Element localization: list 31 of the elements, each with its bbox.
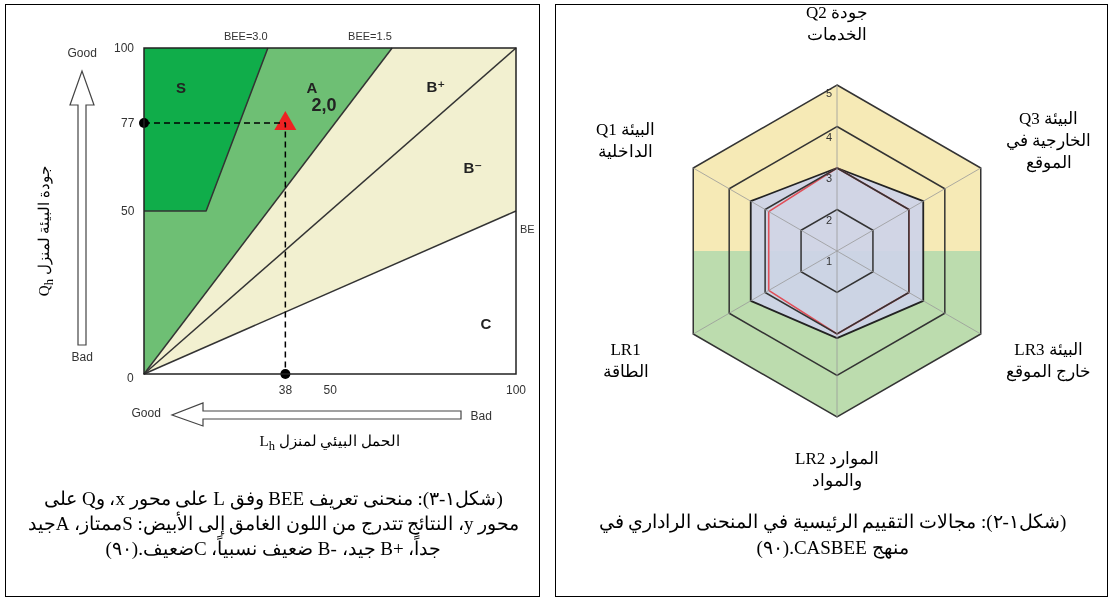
spoke-label: البيئة Q3 الخارجية في الموقع	[1005, 108, 1092, 175]
series-label: BE	[520, 223, 535, 235]
y-tick-label: 2	[826, 213, 833, 226]
annotation: S	[176, 78, 187, 96]
x-tick-label: 38	[278, 383, 293, 397]
text: (شكل١-٣): منحنى تعريف BEE وفق L على محور x، وQ على محور y، النتائج تتدرج من اللون الغامق إلى الأبيض: Sممتاز، Aجيد جداً، +B جيد، -B ضعيف نسبياً، Cضعيف.(٩٠)	[26, 486, 521, 561]
y-tick-label: 1	[826, 255, 833, 267]
annotation: B⁺	[426, 78, 446, 96]
text: Good	[67, 46, 97, 60]
series-label: BEE=1.5	[348, 30, 392, 42]
series-label: BEE=3.0	[223, 30, 268, 42]
y-tick-label: 77	[121, 115, 135, 130]
spoke-label: الموارد LR2 والمواد	[795, 448, 880, 493]
text: Good	[131, 406, 161, 420]
spoke-label: البيئة Q1 الداخلية	[596, 119, 656, 164]
text: Bad	[71, 350, 93, 364]
y-tick-label: 0	[127, 371, 134, 385]
text: (شكل١-٢): مجالات التقييم الرئيسية في المنحنى الراداري في منهج CASBEE.(٩٠)	[597, 510, 1068, 561]
x-tick-label: 50	[323, 383, 337, 397]
spoke-label: البيئة LR3 خارج الموقع	[1005, 338, 1092, 383]
annotation: C	[480, 314, 492, 332]
y-tick-label: 3	[826, 172, 833, 184]
annotation: B⁻	[463, 159, 483, 177]
y-tick-label: 100	[114, 41, 135, 55]
y-tick-label: 4	[826, 130, 833, 143]
annotation: 2,0	[311, 94, 337, 116]
x-tick-label: 100	[506, 383, 527, 397]
annotation: A	[306, 78, 318, 96]
y-tick-label: 50	[121, 204, 135, 218]
text: Bad	[470, 409, 492, 423]
spoke-label: جودة Q2 الخدمات	[806, 1, 869, 46]
